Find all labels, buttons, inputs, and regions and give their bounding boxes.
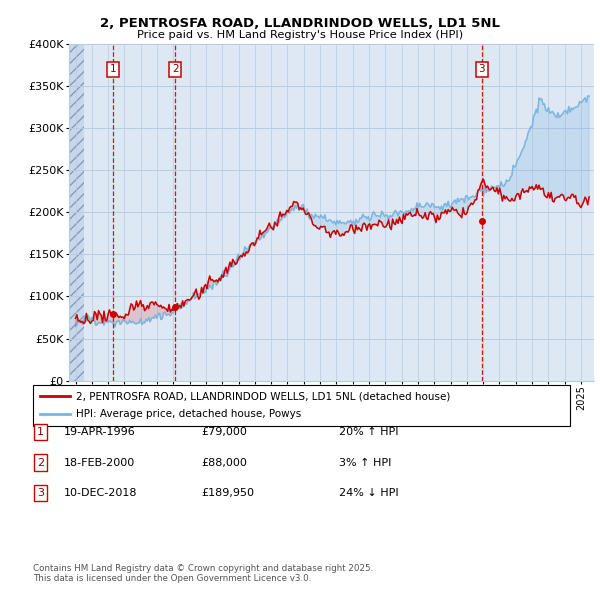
Text: £88,000: £88,000 <box>201 458 247 467</box>
Text: Contains HM Land Registry data © Crown copyright and database right 2025.: Contains HM Land Registry data © Crown c… <box>33 565 373 573</box>
Text: 2, PENTROSFA ROAD, LLANDRINDOD WELLS, LD1 5NL (detached house): 2, PENTROSFA ROAD, LLANDRINDOD WELLS, LD… <box>76 391 451 401</box>
Text: 2: 2 <box>37 458 44 467</box>
Text: 1: 1 <box>37 427 44 437</box>
Text: 3: 3 <box>479 64 485 74</box>
Text: HPI: Average price, detached house, Powys: HPI: Average price, detached house, Powy… <box>76 409 301 419</box>
Text: 3: 3 <box>37 489 44 498</box>
Text: This data is licensed under the Open Government Licence v3.0.: This data is licensed under the Open Gov… <box>33 574 311 583</box>
Text: Price paid vs. HM Land Registry's House Price Index (HPI): Price paid vs. HM Land Registry's House … <box>137 30 463 40</box>
Text: 10-DEC-2018: 10-DEC-2018 <box>64 489 138 498</box>
Text: 18-FEB-2000: 18-FEB-2000 <box>64 458 136 467</box>
Text: 1: 1 <box>110 64 116 74</box>
Text: 20% ↑ HPI: 20% ↑ HPI <box>339 427 398 437</box>
Text: 2, PENTROSFA ROAD, LLANDRINDOD WELLS, LD1 5NL: 2, PENTROSFA ROAD, LLANDRINDOD WELLS, LD… <box>100 17 500 30</box>
Text: 19-APR-1996: 19-APR-1996 <box>64 427 136 437</box>
Text: 3% ↑ HPI: 3% ↑ HPI <box>339 458 391 467</box>
Text: 24% ↓ HPI: 24% ↓ HPI <box>339 489 398 498</box>
Text: £79,000: £79,000 <box>201 427 247 437</box>
Text: 2: 2 <box>172 64 179 74</box>
Text: £189,950: £189,950 <box>201 489 254 498</box>
